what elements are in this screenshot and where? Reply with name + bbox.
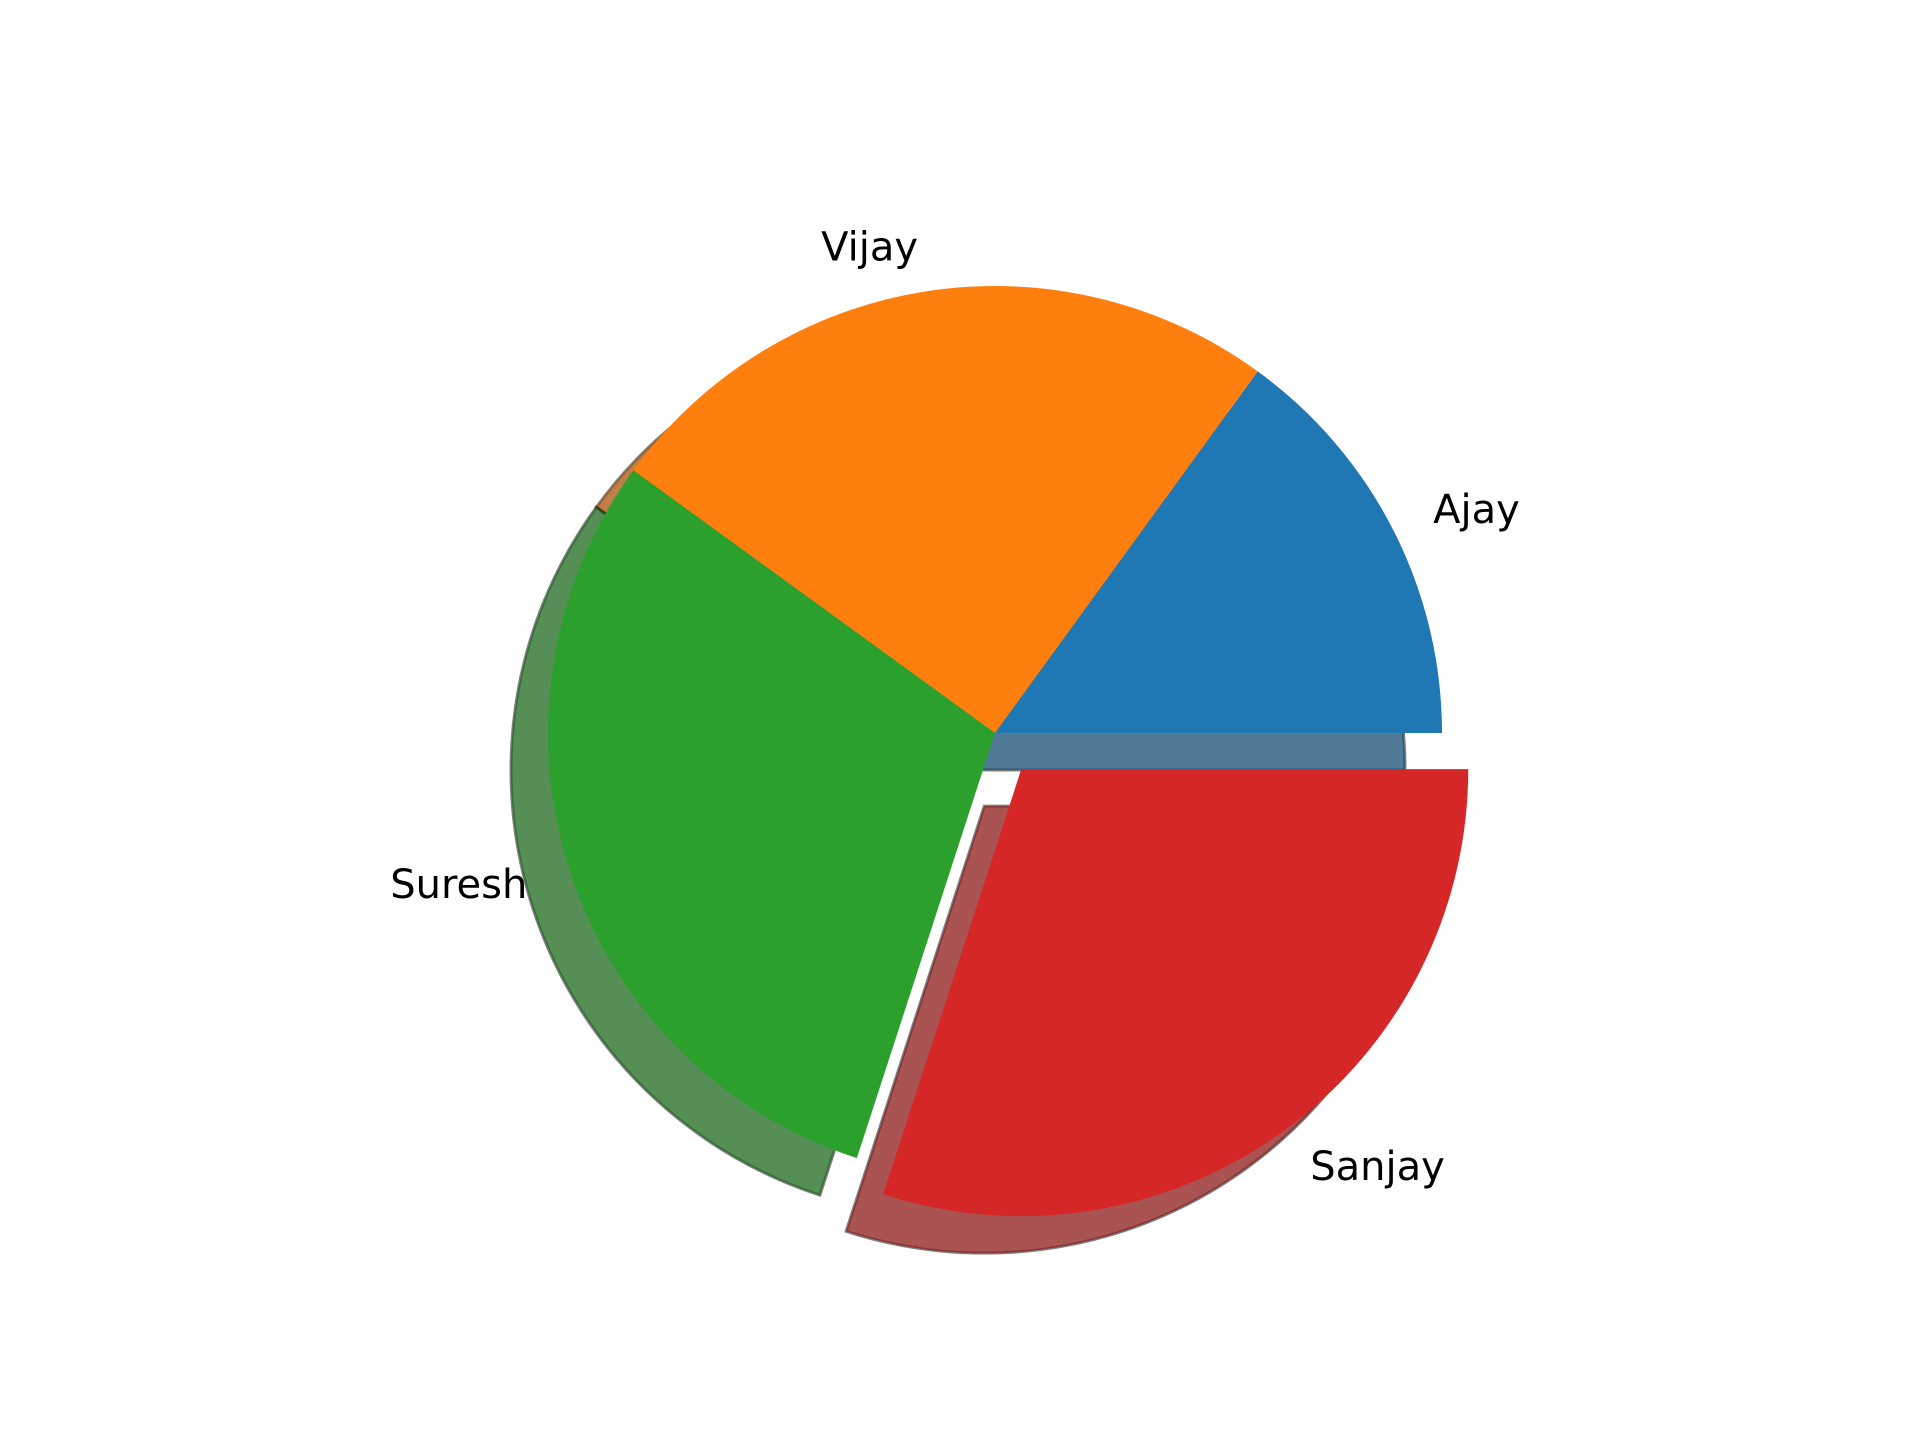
slice-label-sanjay: Sanjay xyxy=(1310,1144,1445,1190)
slice-label-suresh: Suresh xyxy=(390,862,527,908)
slice-ajay xyxy=(995,371,1442,733)
slice-sanjay xyxy=(883,769,1469,1217)
label-layer: Ajay Vijay Suresh Sanjay xyxy=(390,224,1520,1190)
slice-vijay xyxy=(633,285,1258,733)
slice-layer xyxy=(548,285,1469,1217)
slice-label-ajay: Ajay xyxy=(1433,487,1520,533)
slice-suresh xyxy=(548,470,995,1159)
slice-label-vijay: Vijay xyxy=(821,224,918,270)
